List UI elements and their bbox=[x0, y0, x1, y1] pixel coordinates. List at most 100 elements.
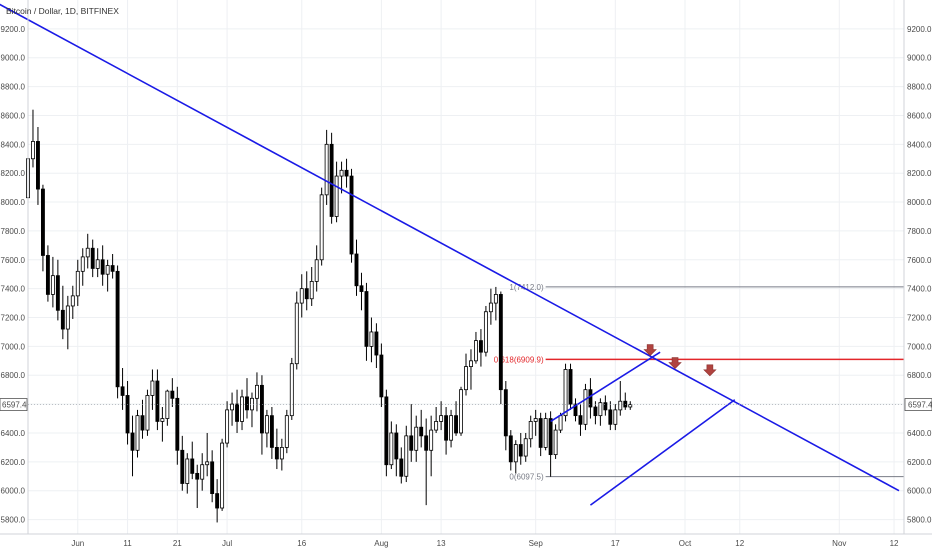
y-tick-label-left: 7600.0 bbox=[1, 256, 26, 265]
candle-body bbox=[389, 432, 394, 466]
candle-body bbox=[508, 435, 513, 463]
candle-body bbox=[613, 409, 618, 425]
candle bbox=[155, 369, 160, 431]
candle-body bbox=[170, 390, 175, 399]
candle-body bbox=[603, 402, 608, 411]
candle bbox=[449, 409, 454, 448]
candle bbox=[459, 386, 463, 436]
candle-body bbox=[264, 415, 269, 434]
candle bbox=[508, 430, 513, 471]
candle bbox=[120, 368, 125, 410]
candle bbox=[175, 386, 180, 465]
candle-body bbox=[175, 397, 180, 451]
trendline-descending-resistance[interactable] bbox=[0, 0, 900, 492]
candle-body bbox=[85, 247, 90, 258]
candle bbox=[304, 271, 309, 311]
candle bbox=[215, 479, 220, 523]
candle-body bbox=[180, 449, 185, 484]
candle-body bbox=[503, 389, 508, 437]
trendlines[interactable] bbox=[0, 0, 900, 506]
candle bbox=[349, 168, 354, 263]
candle-body bbox=[269, 415, 274, 448]
candle bbox=[598, 398, 603, 426]
trendline-channel-lower[interactable] bbox=[589, 399, 736, 506]
y-tick-label-left: 7200.0 bbox=[1, 314, 26, 323]
candle bbox=[95, 248, 100, 278]
candle bbox=[404, 425, 409, 483]
fib-level-label: 0.618(6909.9) bbox=[494, 355, 544, 364]
candle bbox=[140, 399, 145, 439]
arrow-down-icon[interactable] bbox=[643, 344, 657, 357]
arrow-down-icon[interactable] bbox=[668, 357, 682, 370]
candle bbox=[469, 349, 473, 390]
candle bbox=[50, 256, 55, 308]
candle-body bbox=[573, 403, 578, 417]
fibonacci-retracement[interactable]: 1(7412.0) 0.618(6909.9) 0(6097.5) bbox=[494, 283, 904, 482]
candle bbox=[230, 392, 235, 426]
candle bbox=[314, 245, 319, 292]
candle-body bbox=[469, 360, 473, 367]
candle-body bbox=[354, 253, 359, 287]
current-price-badge-left bbox=[0, 398, 28, 411]
candle-body bbox=[135, 415, 140, 451]
candle bbox=[409, 404, 414, 462]
candle-body bbox=[190, 458, 195, 474]
arrow-markers[interactable] bbox=[643, 344, 717, 377]
candle bbox=[125, 381, 130, 445]
x-tick-label: Aug bbox=[374, 539, 388, 548]
candle bbox=[483, 305, 488, 357]
arrow-down-icon[interactable] bbox=[703, 364, 717, 377]
candle bbox=[150, 369, 155, 410]
candle-body bbox=[379, 354, 384, 398]
candle bbox=[478, 329, 483, 367]
candle-body bbox=[359, 285, 364, 292]
candle bbox=[190, 441, 195, 480]
candle-body bbox=[120, 386, 125, 396]
candle-body bbox=[434, 421, 439, 431]
candle bbox=[294, 291, 299, 370]
x-tick-label: Jul bbox=[222, 539, 232, 548]
candle bbox=[488, 288, 493, 325]
candle-body bbox=[309, 281, 314, 300]
candle-body bbox=[185, 458, 190, 484]
candle-body bbox=[55, 275, 60, 311]
candle-body bbox=[369, 331, 374, 347]
y-tick-label-left: 6000.0 bbox=[1, 487, 26, 496]
candle-body bbox=[299, 288, 304, 304]
candle-body bbox=[404, 435, 409, 477]
candle bbox=[225, 401, 230, 448]
candle bbox=[513, 440, 518, 474]
trendline-channel-upper[interactable] bbox=[550, 351, 661, 423]
candle-body bbox=[523, 438, 528, 457]
y-tick-label-right: 8400.0 bbox=[907, 140, 932, 149]
candle-body bbox=[454, 415, 458, 434]
candle bbox=[90, 239, 95, 278]
candle-body bbox=[623, 400, 628, 408]
candle bbox=[618, 381, 623, 416]
candle bbox=[55, 259, 60, 321]
candle bbox=[31, 109, 35, 168]
candle bbox=[255, 372, 259, 412]
candle bbox=[384, 389, 389, 477]
candle-body bbox=[618, 400, 623, 411]
candle-body bbox=[215, 493, 220, 509]
candle bbox=[374, 323, 379, 369]
candle bbox=[65, 295, 70, 350]
candle bbox=[394, 424, 399, 477]
candle bbox=[354, 239, 359, 296]
current-price-label-right: 6597.4 bbox=[908, 401, 932, 410]
candle-body bbox=[344, 169, 349, 177]
candle-body bbox=[100, 259, 105, 275]
candle-body bbox=[424, 435, 429, 451]
candle bbox=[533, 409, 538, 436]
candle-body bbox=[339, 169, 344, 177]
candle bbox=[279, 438, 284, 471]
candle bbox=[464, 353, 468, 396]
candle bbox=[344, 158, 349, 188]
y-tick-label-right: 5800.0 bbox=[907, 516, 932, 525]
candle-body bbox=[235, 403, 239, 422]
x-tick-label: Nov bbox=[832, 539, 846, 548]
candle bbox=[434, 406, 439, 433]
candle bbox=[284, 409, 289, 454]
candle bbox=[429, 415, 434, 477]
